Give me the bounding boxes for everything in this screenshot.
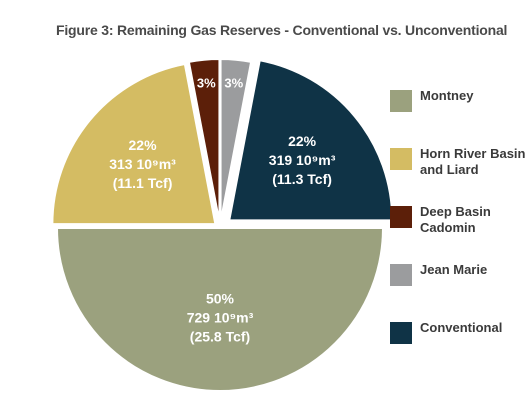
pie-slice-jean-marie <box>219 58 253 223</box>
slice-label-montney-percent: 50% <box>206 291 235 307</box>
legend-swatch-horn-river <box>390 148 412 170</box>
slice-label-conventional-tcf: (11.3 Tcf) <box>272 171 332 187</box>
legend-label-conventional: Conventional <box>420 320 503 335</box>
chart-title: Figure 3: Remaining Gas Reserves - Conve… <box>56 22 508 38</box>
slice-label-horn-river-volume: 313 10⁹m³ <box>109 156 176 172</box>
legend-item-horn-river: Horn River Basin and Liard <box>390 146 530 204</box>
legend-label-jean-marie: Jean Marie <box>420 262 488 277</box>
legend-swatch-jean-marie <box>390 264 412 286</box>
slice-label-montney-tcf: (25.8 Tcf) <box>190 329 250 345</box>
pie-slice-deep-basin <box>187 58 221 223</box>
pie-slice-horn-river <box>51 62 217 226</box>
legend-label-deep-basin: Deep Basin Cadomin <box>420 204 491 235</box>
legend: Montney Horn River Basin and Liard Deep … <box>390 88 530 378</box>
slice-label-horn-river-tcf: (11.1 Tcf) <box>113 175 173 191</box>
legend-item-montney: Montney <box>390 88 530 146</box>
legend-item-deep-basin: Deep Basin Cadomin <box>390 204 530 262</box>
slice-label-conventional-volume: 319 10⁹m³ <box>269 152 336 168</box>
legend-swatch-deep-basin <box>390 206 412 228</box>
slice-label-conventional-percent: 22% <box>288 133 317 149</box>
legend-label-montney: Montney <box>420 88 474 103</box>
slice-label-deep-basin-percent: 3% <box>197 75 216 90</box>
slice-label-horn-river-percent: 22% <box>129 137 158 153</box>
pie-slice-montney <box>55 227 385 392</box>
slice-label-montney-volume: 729 10⁹m³ <box>187 310 254 326</box>
pie-slice-conventional <box>228 59 394 222</box>
slice-label-jean-marie-percent: 3% <box>224 75 243 90</box>
legend-label-horn-river: Horn River Basin and Liard <box>420 146 526 177</box>
legend-swatch-conventional <box>390 322 412 344</box>
legend-item-jean-marie: Jean Marie <box>390 262 530 320</box>
legend-item-conventional: Conventional <box>390 320 530 378</box>
legend-swatch-montney <box>390 90 412 112</box>
